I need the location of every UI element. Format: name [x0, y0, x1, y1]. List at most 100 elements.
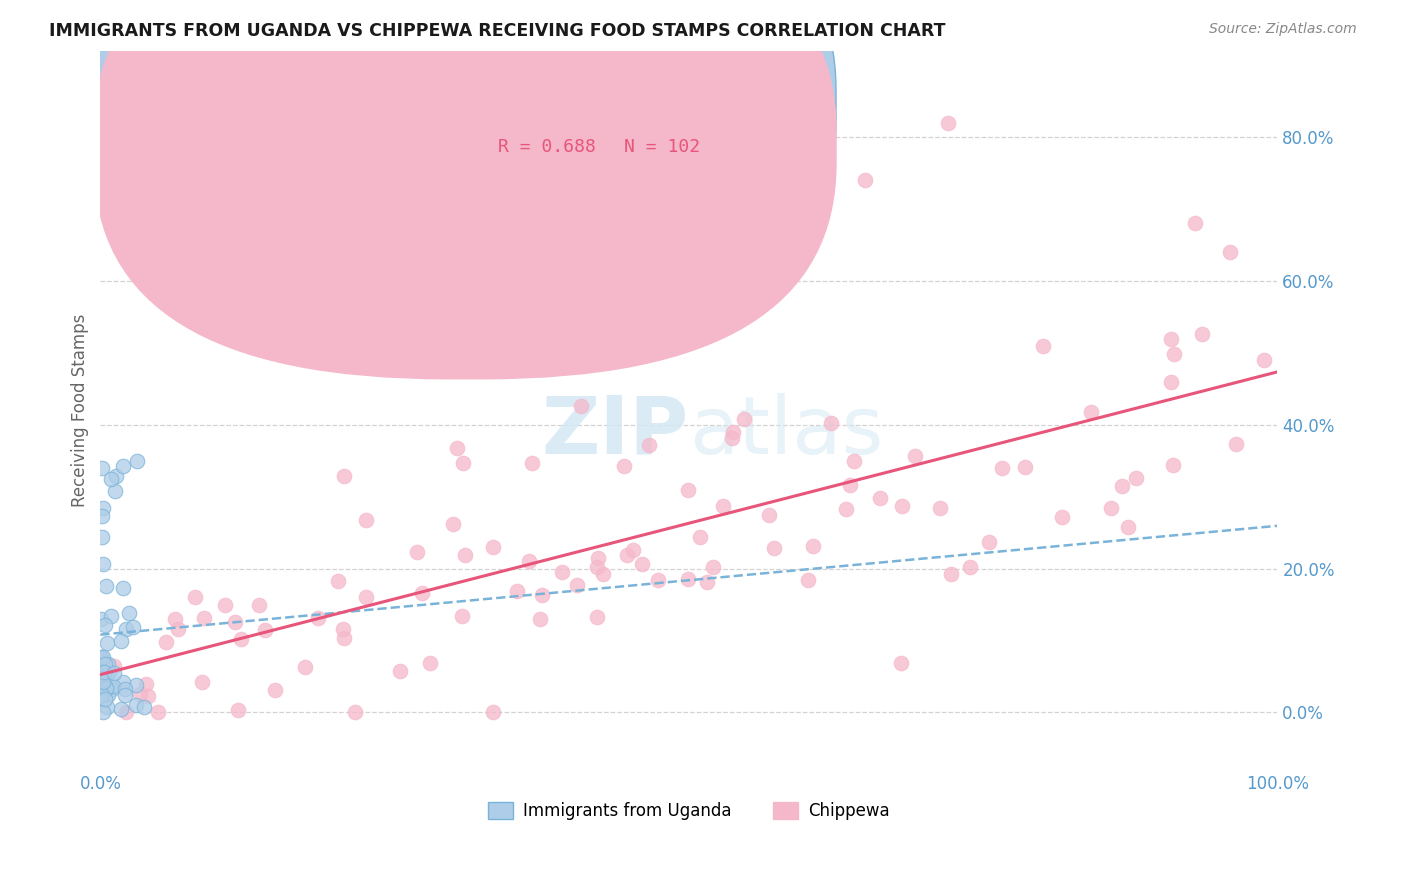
- Point: [1052, 510, 1074, 524]
- Point: [869, 491, 891, 505]
- Text: R = 0.002: R = 0.002: [498, 96, 596, 115]
- Point: [531, 588, 554, 602]
- Point: [890, 657, 912, 671]
- Point: [637, 437, 659, 451]
- Point: [91, 501, 114, 516]
- Point: [114, 681, 136, 696]
- Point: [842, 454, 865, 468]
- Point: [522, 456, 544, 470]
- Point: [936, 115, 959, 129]
- Point: [97, 688, 120, 702]
- Point: [112, 581, 135, 595]
- Point: [125, 698, 148, 712]
- Point: [98, 665, 121, 680]
- Point: [91, 508, 114, 523]
- Point: [959, 560, 981, 574]
- Point: [117, 606, 139, 620]
- Point: [135, 676, 157, 690]
- Point: [762, 541, 785, 555]
- Point: [835, 502, 858, 516]
- Point: [820, 416, 842, 430]
- Point: [111, 459, 134, 474]
- Point: [90, 663, 112, 677]
- Point: [91, 677, 114, 691]
- Point: [1191, 326, 1213, 341]
- Point: [136, 689, 159, 703]
- Point: [517, 554, 540, 568]
- Point: [855, 173, 877, 187]
- Point: [616, 548, 638, 562]
- Point: [569, 400, 592, 414]
- Point: [1125, 471, 1147, 485]
- Point: [94, 579, 117, 593]
- Point: [446, 442, 468, 456]
- Point: [96, 700, 118, 714]
- Point: [1225, 437, 1247, 451]
- Point: [96, 636, 118, 650]
- Point: [613, 459, 636, 474]
- Point: [97, 657, 120, 671]
- Point: [696, 574, 718, 589]
- Point: [264, 682, 287, 697]
- Point: [93, 665, 115, 679]
- Point: [713, 499, 735, 513]
- Point: [1080, 405, 1102, 419]
- Point: [101, 681, 124, 696]
- Point: [91, 671, 114, 685]
- Point: [104, 469, 127, 483]
- Point: [481, 706, 503, 720]
- Point: [389, 665, 412, 679]
- Point: [890, 500, 912, 514]
- Point: [100, 609, 122, 624]
- Point: [551, 565, 574, 579]
- Point: [903, 449, 925, 463]
- Point: [94, 618, 117, 632]
- Point: [506, 583, 529, 598]
- Y-axis label: Receiving Food Stamps: Receiving Food Stamps: [72, 314, 89, 507]
- Point: [585, 559, 607, 574]
- Point: [332, 631, 354, 645]
- Point: [111, 675, 134, 690]
- Point: [132, 700, 155, 714]
- Point: [103, 666, 125, 681]
- Text: N =  50: N = 50: [624, 96, 700, 115]
- Point: [104, 483, 127, 498]
- Point: [155, 635, 177, 649]
- Point: [224, 615, 246, 629]
- Point: [326, 574, 349, 588]
- Point: [90, 688, 112, 702]
- Point: [592, 567, 614, 582]
- Point: [453, 456, 475, 470]
- Point: [191, 675, 214, 690]
- Point: [125, 453, 148, 467]
- Point: [343, 706, 366, 720]
- Point: [1111, 479, 1133, 493]
- Point: [1032, 339, 1054, 353]
- Text: ZIP: ZIP: [541, 392, 689, 471]
- Text: R = 0.688: R = 0.688: [498, 137, 596, 156]
- Point: [702, 559, 724, 574]
- Point: [93, 680, 115, 694]
- Point: [333, 469, 356, 483]
- Point: [721, 425, 744, 439]
- Point: [193, 610, 215, 624]
- Point: [94, 669, 117, 683]
- Point: [100, 472, 122, 486]
- Point: [1160, 375, 1182, 389]
- Point: [114, 689, 136, 703]
- FancyBboxPatch shape: [94, 0, 837, 337]
- Point: [91, 675, 114, 690]
- Point: [354, 590, 377, 604]
- Point: [166, 622, 188, 636]
- Point: [184, 590, 207, 604]
- FancyBboxPatch shape: [425, 76, 754, 177]
- Point: [1014, 459, 1036, 474]
- Point: [356, 513, 378, 527]
- Point: [838, 478, 860, 492]
- Point: [103, 658, 125, 673]
- Point: [96, 681, 118, 695]
- Point: [941, 566, 963, 581]
- Point: [1163, 347, 1185, 361]
- Point: [1184, 216, 1206, 230]
- Text: atlas: atlas: [689, 392, 883, 471]
